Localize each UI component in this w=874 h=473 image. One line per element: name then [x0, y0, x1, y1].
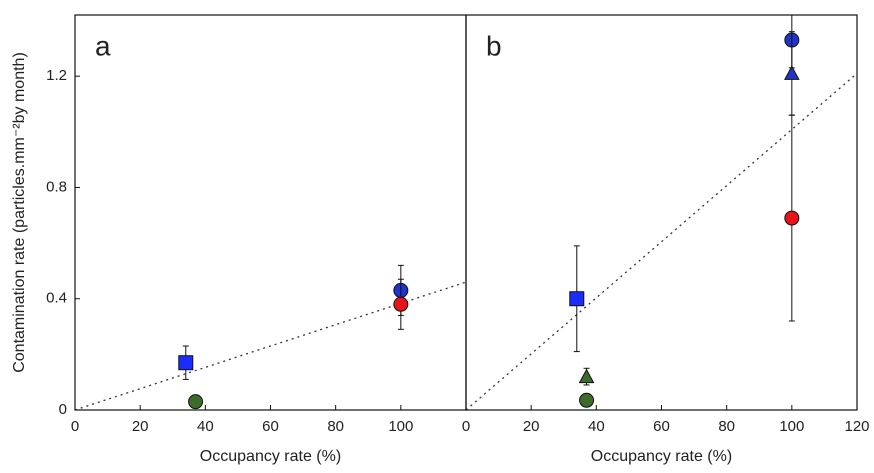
x-tick-label: 60: [262, 418, 279, 435]
plot: [466, 15, 857, 410]
x-tick-label: 20: [132, 418, 149, 435]
panel-label: b: [486, 30, 502, 61]
y-tick-label: 0.8: [46, 178, 67, 195]
marker: [784, 210, 800, 226]
x-tick-label: 40: [197, 418, 214, 435]
plot: [75, 264, 466, 410]
x-tick-label: 60: [653, 418, 670, 435]
y-tick-label: 0: [59, 401, 67, 418]
panel-label: a: [95, 30, 111, 61]
x-tick-label: 40: [588, 418, 605, 435]
marker: [188, 394, 204, 410]
plot-frame: [74, 14, 467, 411]
marker: [393, 296, 409, 312]
y-tick-label: 1.2: [46, 67, 67, 84]
x-tick-label: 80: [718, 418, 735, 435]
x-axis-label: Occupancy rate (%): [200, 448, 341, 465]
y-axis-label: Contamination rate (particles.mm⁻²by mon…: [11, 52, 28, 373]
marker: [569, 291, 585, 307]
x-axis-label: Occupancy rate (%): [591, 448, 732, 465]
x-tick-label: 100: [388, 418, 413, 435]
x-tick-label: 80: [327, 418, 344, 435]
marker: [178, 355, 194, 371]
x-tick-label: 0: [71, 418, 79, 435]
x-tick-label: 120: [844, 418, 869, 435]
plot-frame: [465, 14, 858, 411]
fit-line: [466, 72, 857, 410]
x-tick-label: 20: [523, 418, 540, 435]
marker: [578, 368, 595, 384]
marker: [783, 65, 800, 80]
marker: [579, 392, 595, 408]
x-tick-label: 0: [462, 418, 470, 435]
x-tick-label: 100: [779, 418, 804, 435]
y-tick-label: 0.4: [46, 290, 67, 307]
